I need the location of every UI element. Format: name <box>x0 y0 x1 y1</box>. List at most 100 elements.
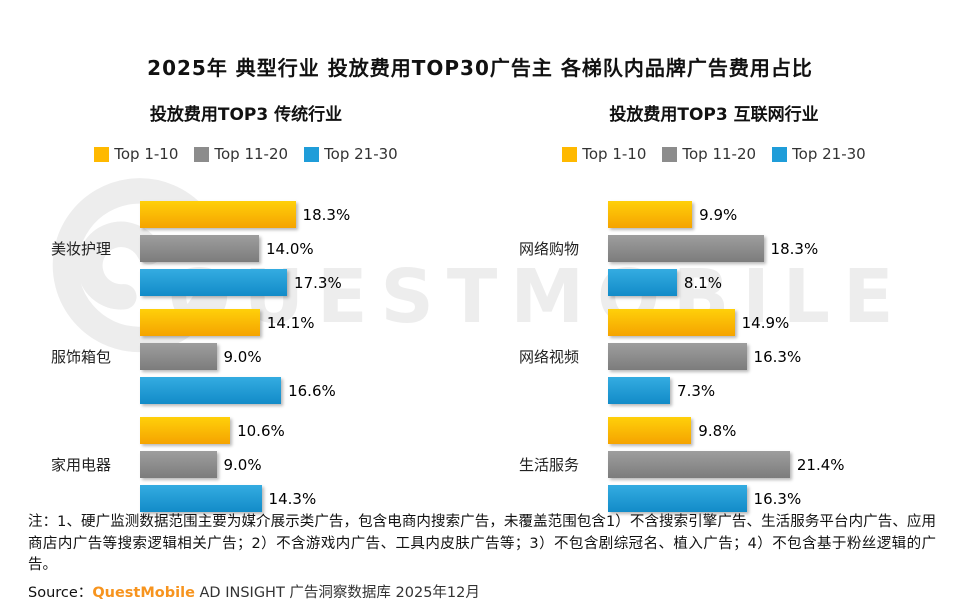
charts-container: 投放费用TOP3 传统行业 Top 1-10 Top 11-20 Top 21-30… <box>22 100 938 512</box>
bar-top-1-10 <box>140 309 260 336</box>
category-label: 美妆护理 <box>50 240 111 258</box>
bar-group: 美妆护理 18.3% 14.0% 17.3% <box>22 201 470 296</box>
bar-line: 16.6% <box>140 377 470 404</box>
legend-label: Top 1-10 <box>114 145 179 163</box>
legend-item-top-21-30: Top 21-30 <box>304 145 398 163</box>
source-rest: AD INSIGHT 广告洞察数据库 2025年12月 <box>194 585 480 601</box>
bar-top-21-30 <box>608 485 747 512</box>
bar-value-label: 14.1% <box>266 313 315 332</box>
bar-stack: 14.9% 16.3% 7.3% <box>608 309 938 404</box>
bar-line: 9.0% <box>140 451 470 478</box>
legend-label: Top 21-30 <box>792 145 866 163</box>
bar-value-label: 17.3% <box>294 273 342 292</box>
chart-subtitle: 投放费用TOP3 互联网行业 <box>609 105 819 125</box>
page-title: 2025年 典型行业 投放费用TOP30广告主 各梯队内品牌广告费用占比 <box>147 56 813 80</box>
questmobile-text-watermark: QUESTMOBILE <box>168 254 907 340</box>
legend-swatch <box>772 146 788 162</box>
legend-item-top-1-10: Top 1-10 <box>94 145 178 163</box>
bar-value-label: 16.6% <box>288 381 336 400</box>
legend-label: Top 11-20 <box>214 145 289 163</box>
bar-value-label: 18.3% <box>770 239 819 258</box>
bar-top-11-20 <box>140 451 217 478</box>
category-label: 生活服务 <box>518 456 579 474</box>
bar-top-11-20 <box>608 451 790 478</box>
bar-value-label: 18.3% <box>302 205 351 224</box>
bar-stack: 14.1% 9.0% 16.6% <box>140 309 470 404</box>
legend-item-top-11-20: Top 11-20 <box>194 145 288 163</box>
source-brand: QuestMobile <box>92 585 195 601</box>
bar-value-label: 16.3% <box>753 347 802 366</box>
bar-value-label: 8.1% <box>683 273 722 292</box>
bar-top-11-20 <box>608 235 764 262</box>
legend-item-top-1-10: Top 1-10 <box>562 145 646 163</box>
bar-value-label: 9.9% <box>699 205 738 224</box>
bar-top-21-30 <box>608 269 677 296</box>
bar-line: 14.0% <box>140 235 470 262</box>
bar-group: 生活服务 9.8% 21.4% 16.3% <box>490 417 938 512</box>
bar-top-11-20 <box>140 235 259 262</box>
legend-swatch <box>562 146 578 162</box>
bar-stack: 18.3% 14.0% 17.3% <box>140 201 470 296</box>
plot-area: 网络购物 9.9% 18.3% 8.1% 网络视频 14.9% 16.3% 7.3% 生活服务 9… <box>490 201 938 512</box>
bar-top-1-10 <box>608 201 693 228</box>
bar-line: 8.1% <box>608 269 938 296</box>
bar-top-21-30 <box>140 269 288 296</box>
bar-group: 网络视频 14.9% 16.3% 7.3% <box>490 309 938 404</box>
bar-line: 14.9% <box>608 309 938 336</box>
bar-line: 17.3% <box>140 269 470 296</box>
bar-top-21-30 <box>608 377 671 404</box>
bar-line: 9.9% <box>608 201 938 228</box>
bar-value-label: 9.8% <box>698 421 737 440</box>
bar-stack: 9.9% 18.3% 8.1% <box>608 201 938 296</box>
legend-item-top-21-30: Top 21-30 <box>772 145 866 163</box>
legend: Top 1-10 Top 11-20 Top 21-30 <box>22 145 470 163</box>
legend-item-top-11-20: Top 11-20 <box>662 145 756 163</box>
bar-value-label: 21.4% <box>796 455 845 474</box>
legend-swatch <box>194 146 210 162</box>
bar-line: 10.6% <box>140 417 470 444</box>
chart-subtitle: 投放费用TOP3 传统行业 <box>149 105 343 125</box>
bar-line: 14.3% <box>140 485 470 512</box>
source-line: Source：QuestMobile AD INSIGHT 广告洞察数据库 20… <box>28 581 480 602</box>
footnote: 注：1、硬广监测数据范围主要为媒介展示类广告，包含电商内搜索广告，未覆盖范围包含… <box>28 514 936 573</box>
source-prefix: Source： <box>28 585 93 601</box>
bar-line: 18.3% <box>140 201 470 228</box>
bar-line: 7.3% <box>608 377 938 404</box>
bar-top-11-20 <box>140 343 217 370</box>
bar-top-21-30 <box>140 377 282 404</box>
legend-label: Top 21-30 <box>324 145 398 163</box>
legend-swatch <box>94 146 110 162</box>
bar-value-label: 9.0% <box>223 455 262 474</box>
legend-label: Top 11-20 <box>682 145 757 163</box>
bar-group: 网络购物 9.9% 18.3% 8.1% <box>490 201 938 296</box>
bar-top-1-10 <box>140 417 231 444</box>
bar-top-21-30 <box>140 485 262 512</box>
bar-stack: 10.6% 9.0% 14.3% <box>140 417 470 512</box>
bar-line: 14.1% <box>140 309 470 336</box>
category-label: 服饰箱包 <box>50 348 111 366</box>
category-label: 网络购物 <box>518 240 579 258</box>
bar-value-label: 10.6% <box>237 421 285 440</box>
category-label: 网络视频 <box>518 348 579 366</box>
bar-line: 21.4% <box>608 451 938 478</box>
bar-group: 服饰箱包 14.1% 9.0% 16.6% <box>22 309 470 404</box>
legend-swatch <box>662 146 678 162</box>
category-label: 家用电器 <box>50 456 111 474</box>
bar-value-label: 14.3% <box>268 489 317 508</box>
legend-label: Top 1-10 <box>582 145 647 163</box>
bar-top-1-10 <box>608 417 692 444</box>
legend: Top 1-10 Top 11-20 Top 21-30 <box>490 145 938 163</box>
bar-line: 18.3% <box>608 235 938 262</box>
bar-top-11-20 <box>608 343 747 370</box>
bar-line: 9.0% <box>140 343 470 370</box>
bar-value-label: 9.0% <box>223 347 262 366</box>
bar-group: 家用电器 10.6% 9.0% 14.3% <box>22 417 470 512</box>
bar-line: 16.3% <box>608 485 938 512</box>
bar-stack: 9.8% 21.4% 16.3% <box>608 417 938 512</box>
bar-value-label: 16.3% <box>753 489 802 508</box>
bar-top-1-10 <box>140 201 296 228</box>
bar-value-label: 14.0% <box>266 239 314 258</box>
legend-swatch <box>304 146 320 162</box>
bar-top-1-10 <box>608 309 735 336</box>
bar-value-label: 7.3% <box>677 381 716 400</box>
